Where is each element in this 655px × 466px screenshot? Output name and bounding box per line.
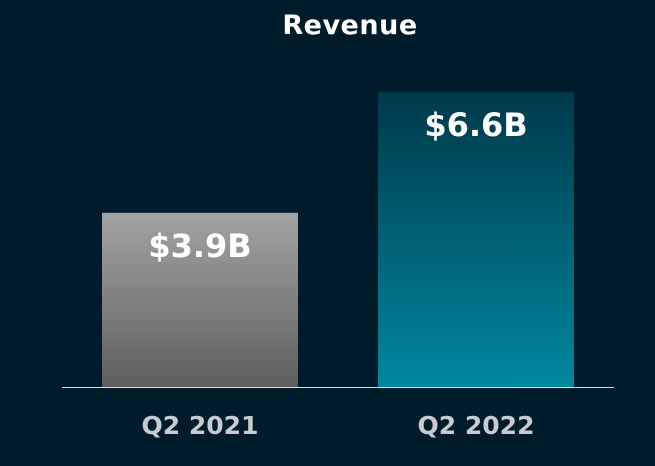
bar-q2-2021: [102, 212, 298, 387]
chart-title: Revenue: [282, 10, 418, 41]
x-tick-label: Q2 2022: [418, 411, 535, 440]
data-label: $3.9B: [148, 227, 251, 265]
bar-q2-2022: [378, 92, 574, 387]
data-label: $6.6B: [424, 106, 527, 144]
x-tick-label: Q2 2021: [142, 411, 259, 440]
